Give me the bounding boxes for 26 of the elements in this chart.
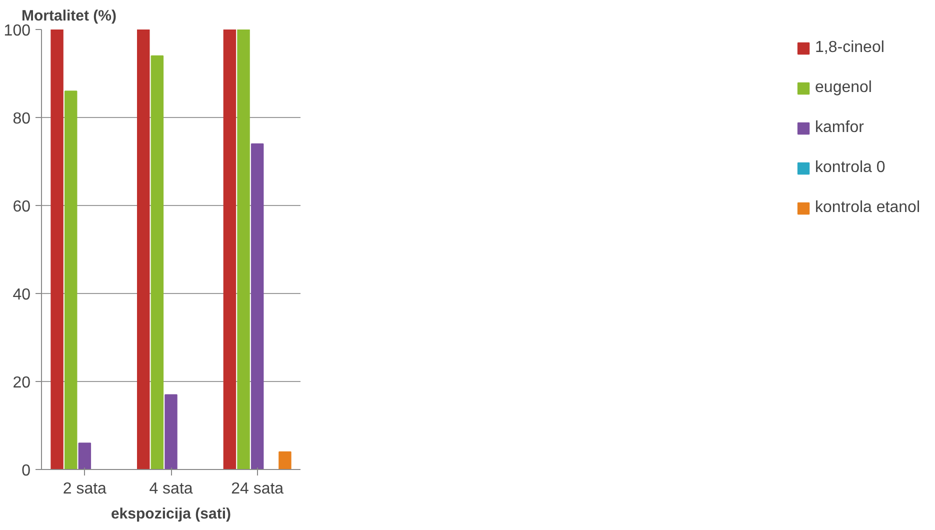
bar: [150, 55, 164, 470]
legend-label: kontrola 0: [815, 159, 886, 177]
bar: [164, 394, 178, 470]
x-tick-label: 2 sata: [62, 480, 107, 498]
x-axis-title: ekspozicija (sati): [110, 506, 232, 522]
legend-label: kamfor: [815, 119, 864, 137]
y-axis-title: Mortalitet (%): [22, 8, 116, 24]
bar: [250, 143, 264, 470]
bar: [278, 451, 292, 470]
y-tick-label: 100: [4, 22, 31, 40]
y-tick-label: 80: [12, 110, 31, 128]
bar: [78, 442, 92, 470]
x-tick-label: 4 sata: [149, 480, 193, 498]
bar: [64, 90, 78, 470]
bar: [237, 30, 250, 470]
x-tick-label: 24 sata: [231, 480, 284, 498]
y-tick-label: 20: [12, 374, 31, 392]
y-tick-label: 0: [22, 462, 31, 480]
y-tick-label: 40: [12, 286, 31, 304]
legend-label: kontrola etanol: [815, 199, 920, 217]
legend-label: eugenol: [815, 79, 872, 97]
y-tick-label: 60: [12, 198, 31, 216]
bar: [137, 30, 150, 470]
bar: [50, 30, 64, 470]
bar: [223, 30, 236, 470]
legend-label: 1,8-cineol: [815, 39, 884, 57]
